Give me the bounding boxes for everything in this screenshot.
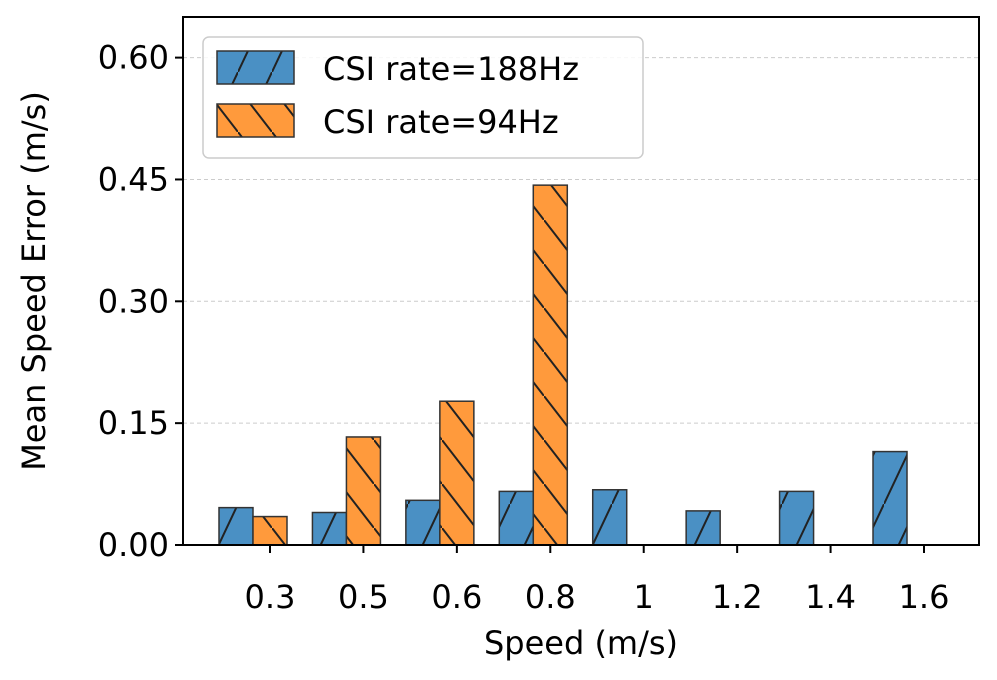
bar-hatch [532, 184, 569, 545]
x-axis-title: Speed (m/s) [484, 624, 678, 662]
bar-s0-0_3 [218, 506, 254, 545]
bar-s1-0_8 [532, 184, 569, 545]
y-tick-label-4: 0.60 [98, 39, 169, 77]
bar-s0-1 [591, 489, 628, 545]
legend-label-94hz: CSI rate=94Hz [323, 103, 559, 141]
bar-s1-0_6 [439, 400, 475, 545]
bar-hatch [311, 511, 348, 545]
legend-item-188hz: CSI rate=188Hz [216, 50, 579, 88]
y-tick-label-1: 0.15 [98, 404, 169, 442]
bar-hatch [252, 515, 288, 545]
x-tick-label-0: 0.3 [245, 578, 296, 616]
legend-item-94hz: CSI rate=94Hz [216, 103, 559, 141]
axis-ticks: 0.00 0.15 0.30 0.45 0.60 0.3 0.5 0.6 0.8 1 1.2 1.4 1… [98, 39, 950, 616]
legend: CSI rate=188Hz CSI rate=94Hz [202, 36, 644, 159]
bars [218, 184, 908, 545]
bar-s0-0_5 [311, 511, 348, 545]
x-tick-label-2: 0.6 [431, 578, 482, 616]
legend-frame [202, 36, 644, 159]
legend-swatch-hatch-0 [216, 50, 295, 85]
y-axis-title: Mean Speed Error (m/s) [15, 91, 53, 471]
x-tick-label-3: 0.8 [525, 578, 576, 616]
y-tick-label-2: 0.30 [98, 282, 169, 320]
x-tick-label-4: 1 [634, 578, 654, 616]
bar-hatch [498, 490, 535, 545]
y-tick-label-3: 0.45 [98, 160, 169, 198]
bar-s0-0_8 [498, 490, 535, 545]
bar-hatch [405, 499, 441, 545]
bar-hatch [345, 436, 382, 545]
bar-s0-1_6 [872, 450, 908, 545]
x-tick-label-6: 1.4 [805, 578, 856, 616]
bar-hatch [591, 489, 628, 545]
bar-hatch [872, 450, 908, 545]
bar-hatch [218, 506, 254, 545]
x-tick-label-1: 0.5 [338, 578, 389, 616]
bar-s0-1_2 [685, 510, 721, 545]
bar-s0-1_4 [778, 490, 815, 545]
legend-swatch-hatch-1 [216, 103, 295, 138]
x-tick-label-5: 1.2 [712, 578, 763, 616]
bar-s1-0_3 [252, 515, 288, 545]
legend-label-188hz: CSI rate=188Hz [323, 50, 579, 88]
bar-s0-0_6 [405, 499, 441, 545]
bar-s1-0_5 [345, 436, 382, 545]
bar-hatch [778, 490, 815, 545]
bar-hatch [685, 510, 721, 545]
y-tick-label-0: 0.00 [98, 526, 169, 564]
bar-hatch [439, 400, 475, 545]
plot-frame [182, 16, 980, 546]
x-tick-label-7: 1.6 [899, 578, 950, 616]
